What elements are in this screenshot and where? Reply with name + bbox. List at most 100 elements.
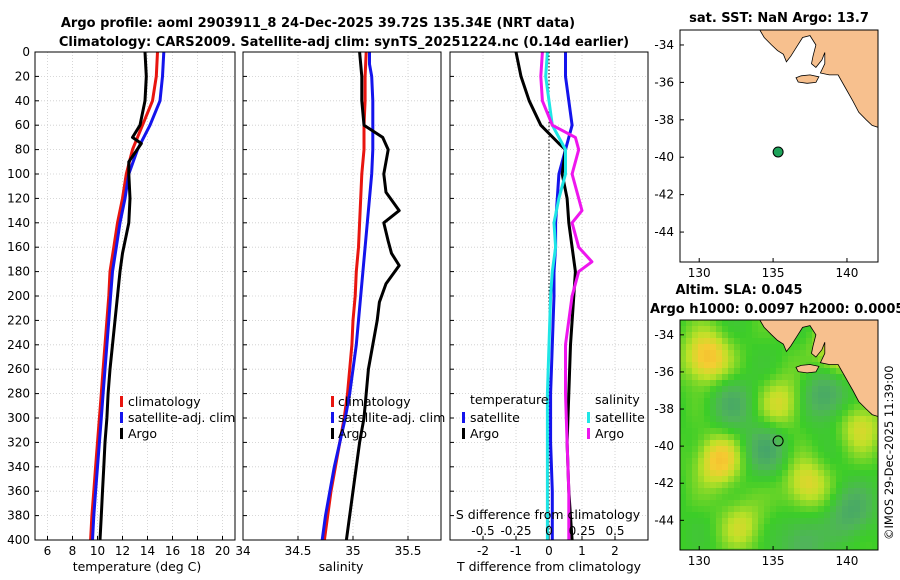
sla-cell (800, 518, 806, 524)
sla-cell (830, 482, 836, 488)
sla-cell (818, 434, 824, 440)
sla-cell (818, 482, 824, 488)
sla-cell (716, 374, 722, 380)
sla-cell (740, 446, 746, 452)
sla-cell (686, 368, 692, 374)
imos-timestamp: ©IMOS 29-Dec-2025 11:39:00 (882, 365, 896, 540)
sla-cell (764, 440, 770, 446)
title-line-2: Climatology: CARS2009. Satellite-adj cli… (59, 35, 629, 50)
sla-cell (746, 464, 752, 470)
sla-cell (800, 356, 806, 362)
sla-cell (800, 488, 806, 494)
sla-cell (794, 446, 800, 452)
sla-cell (818, 494, 824, 500)
s-tick-label: -0.5 (471, 524, 494, 538)
sla-cell (692, 380, 698, 386)
sla-cell (800, 332, 806, 338)
sla-cell (692, 464, 698, 470)
sla-cell (872, 440, 878, 446)
sla-cell (776, 500, 782, 506)
sla-cell (698, 398, 704, 404)
sla-cell (866, 530, 872, 536)
sla-cell (716, 428, 722, 434)
sla-cell (704, 524, 710, 530)
x-tick-label: -2 (477, 544, 489, 558)
sla-cell (698, 332, 704, 338)
sla-cell (794, 530, 800, 536)
x-tick-label: 6 (44, 544, 52, 558)
sla-cell (698, 476, 704, 482)
sla-cell (776, 542, 782, 548)
sla-cell (848, 452, 854, 458)
sla-cell (848, 440, 854, 446)
sla-cell (848, 470, 854, 476)
sla-cell (836, 488, 842, 494)
legend-swatch-s-satellite (587, 412, 590, 423)
sla-cell (698, 494, 704, 500)
sla-cell (704, 512, 710, 518)
sla-cell (734, 440, 740, 446)
sla-cell (854, 446, 860, 452)
sla-cell (746, 494, 752, 500)
sla-cell (680, 542, 686, 548)
sla-cell (704, 356, 710, 362)
x-tick-label: 35 (345, 544, 360, 558)
sla-cell (782, 416, 788, 422)
sla-cell (692, 530, 698, 536)
sla-cell (782, 356, 788, 362)
sla-cell (776, 476, 782, 482)
sla-cell (758, 332, 764, 338)
sla-cell (710, 446, 716, 452)
sla-cell (770, 338, 776, 344)
legend-argo: Argo (338, 426, 367, 441)
sla-map-title-2: Argo h1000: 0.0097 h2000: 0.0005 (650, 302, 900, 317)
depth-tick-label: 300 (7, 411, 30, 425)
sla-cell (836, 452, 842, 458)
sla-cell (734, 524, 740, 530)
sla-cell (734, 380, 740, 386)
sla-cell (770, 536, 776, 542)
sla-cell (728, 380, 734, 386)
sla-cell (728, 542, 734, 548)
sla-cell (794, 518, 800, 524)
sla-cell (812, 446, 818, 452)
sla-cell (722, 392, 728, 398)
sla-cell (848, 422, 854, 428)
sla-cell (860, 446, 866, 452)
sla-cell (734, 452, 740, 458)
sla-cell (740, 410, 746, 416)
sla-cell (710, 428, 716, 434)
sla-cell (770, 452, 776, 458)
sla-cell (860, 470, 866, 476)
sla-cell (728, 392, 734, 398)
sla-cell (788, 356, 794, 362)
sla-cell (692, 332, 698, 338)
sla-cell (776, 512, 782, 518)
sla-cell (788, 458, 794, 464)
sla-cell (758, 494, 764, 500)
sla-cell (746, 470, 752, 476)
depth-tick-label: 20 (15, 69, 30, 83)
sla-cell (692, 518, 698, 524)
sla-cell (842, 440, 848, 446)
sla-cell (722, 548, 728, 550)
sla-cell (698, 356, 704, 362)
sla-cell (848, 410, 854, 416)
sla-cell (704, 500, 710, 506)
sla-cell (686, 530, 692, 536)
sla-cell (866, 434, 872, 440)
sla-cell (776, 344, 782, 350)
sla-cell (848, 530, 854, 536)
sla-cell (794, 338, 800, 344)
sla-cell (788, 452, 794, 458)
sla-cell (704, 362, 710, 368)
sla-cell (704, 452, 710, 458)
map-lon-label: 135 (762, 266, 785, 280)
sla-cell (704, 332, 710, 338)
sla-cell (734, 410, 740, 416)
sla-cell (872, 512, 878, 518)
sla-cell (794, 440, 800, 446)
sla-cell (794, 458, 800, 464)
sla-cell (824, 422, 830, 428)
sla-cell (812, 392, 818, 398)
